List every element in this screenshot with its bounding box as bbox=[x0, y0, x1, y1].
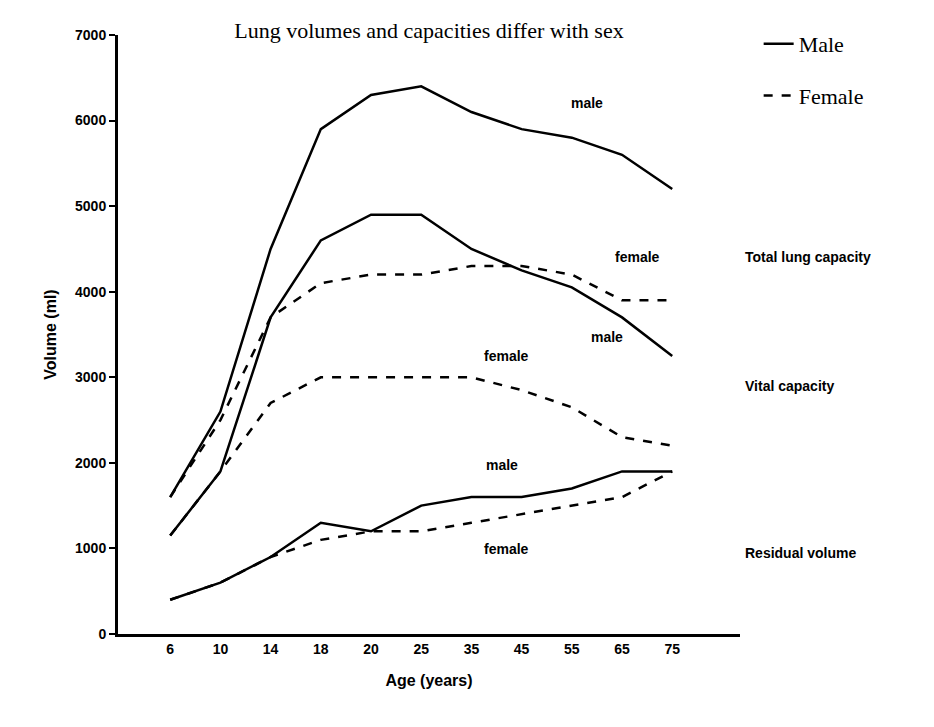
svg-text:14: 14 bbox=[263, 641, 279, 657]
svg-text:female: female bbox=[484, 348, 529, 364]
svg-text:3000: 3000 bbox=[75, 369, 106, 385]
svg-text:6000: 6000 bbox=[75, 112, 106, 128]
svg-text:male: male bbox=[486, 457, 518, 473]
svg-text:Total lung capacity: Total lung capacity bbox=[745, 249, 871, 265]
svg-text:Vital capacity: Vital capacity bbox=[745, 378, 834, 394]
svg-text:Residual volume: Residual volume bbox=[745, 545, 856, 561]
svg-text:10: 10 bbox=[213, 641, 229, 657]
svg-text:1000: 1000 bbox=[75, 540, 106, 556]
svg-text:6: 6 bbox=[166, 641, 174, 657]
svg-text:18: 18 bbox=[313, 641, 329, 657]
svg-text:35: 35 bbox=[464, 641, 480, 657]
svg-text:5000: 5000 bbox=[75, 198, 106, 214]
svg-text:45: 45 bbox=[514, 641, 530, 657]
svg-text:7000: 7000 bbox=[75, 27, 106, 43]
svg-text:female: female bbox=[484, 541, 529, 557]
svg-text:male: male bbox=[571, 95, 603, 111]
svg-text:25: 25 bbox=[413, 641, 429, 657]
svg-text:male: male bbox=[591, 329, 623, 345]
svg-text:Male: Male bbox=[799, 32, 844, 57]
svg-text:female: female bbox=[615, 249, 660, 265]
svg-text:65: 65 bbox=[614, 641, 630, 657]
svg-text:0: 0 bbox=[98, 626, 106, 642]
svg-text:75: 75 bbox=[664, 641, 680, 657]
svg-text:55: 55 bbox=[564, 641, 580, 657]
svg-text:4000: 4000 bbox=[75, 284, 106, 300]
svg-text:2000: 2000 bbox=[75, 455, 106, 471]
svg-text:Lung volumes and capacities di: Lung volumes and capacities differ with … bbox=[234, 18, 623, 43]
svg-text:Volume (ml): Volume (ml) bbox=[42, 289, 59, 379]
svg-text:Age (years): Age (years) bbox=[385, 672, 472, 689]
svg-text:20: 20 bbox=[363, 641, 379, 657]
svg-text:Female: Female bbox=[799, 84, 864, 109]
